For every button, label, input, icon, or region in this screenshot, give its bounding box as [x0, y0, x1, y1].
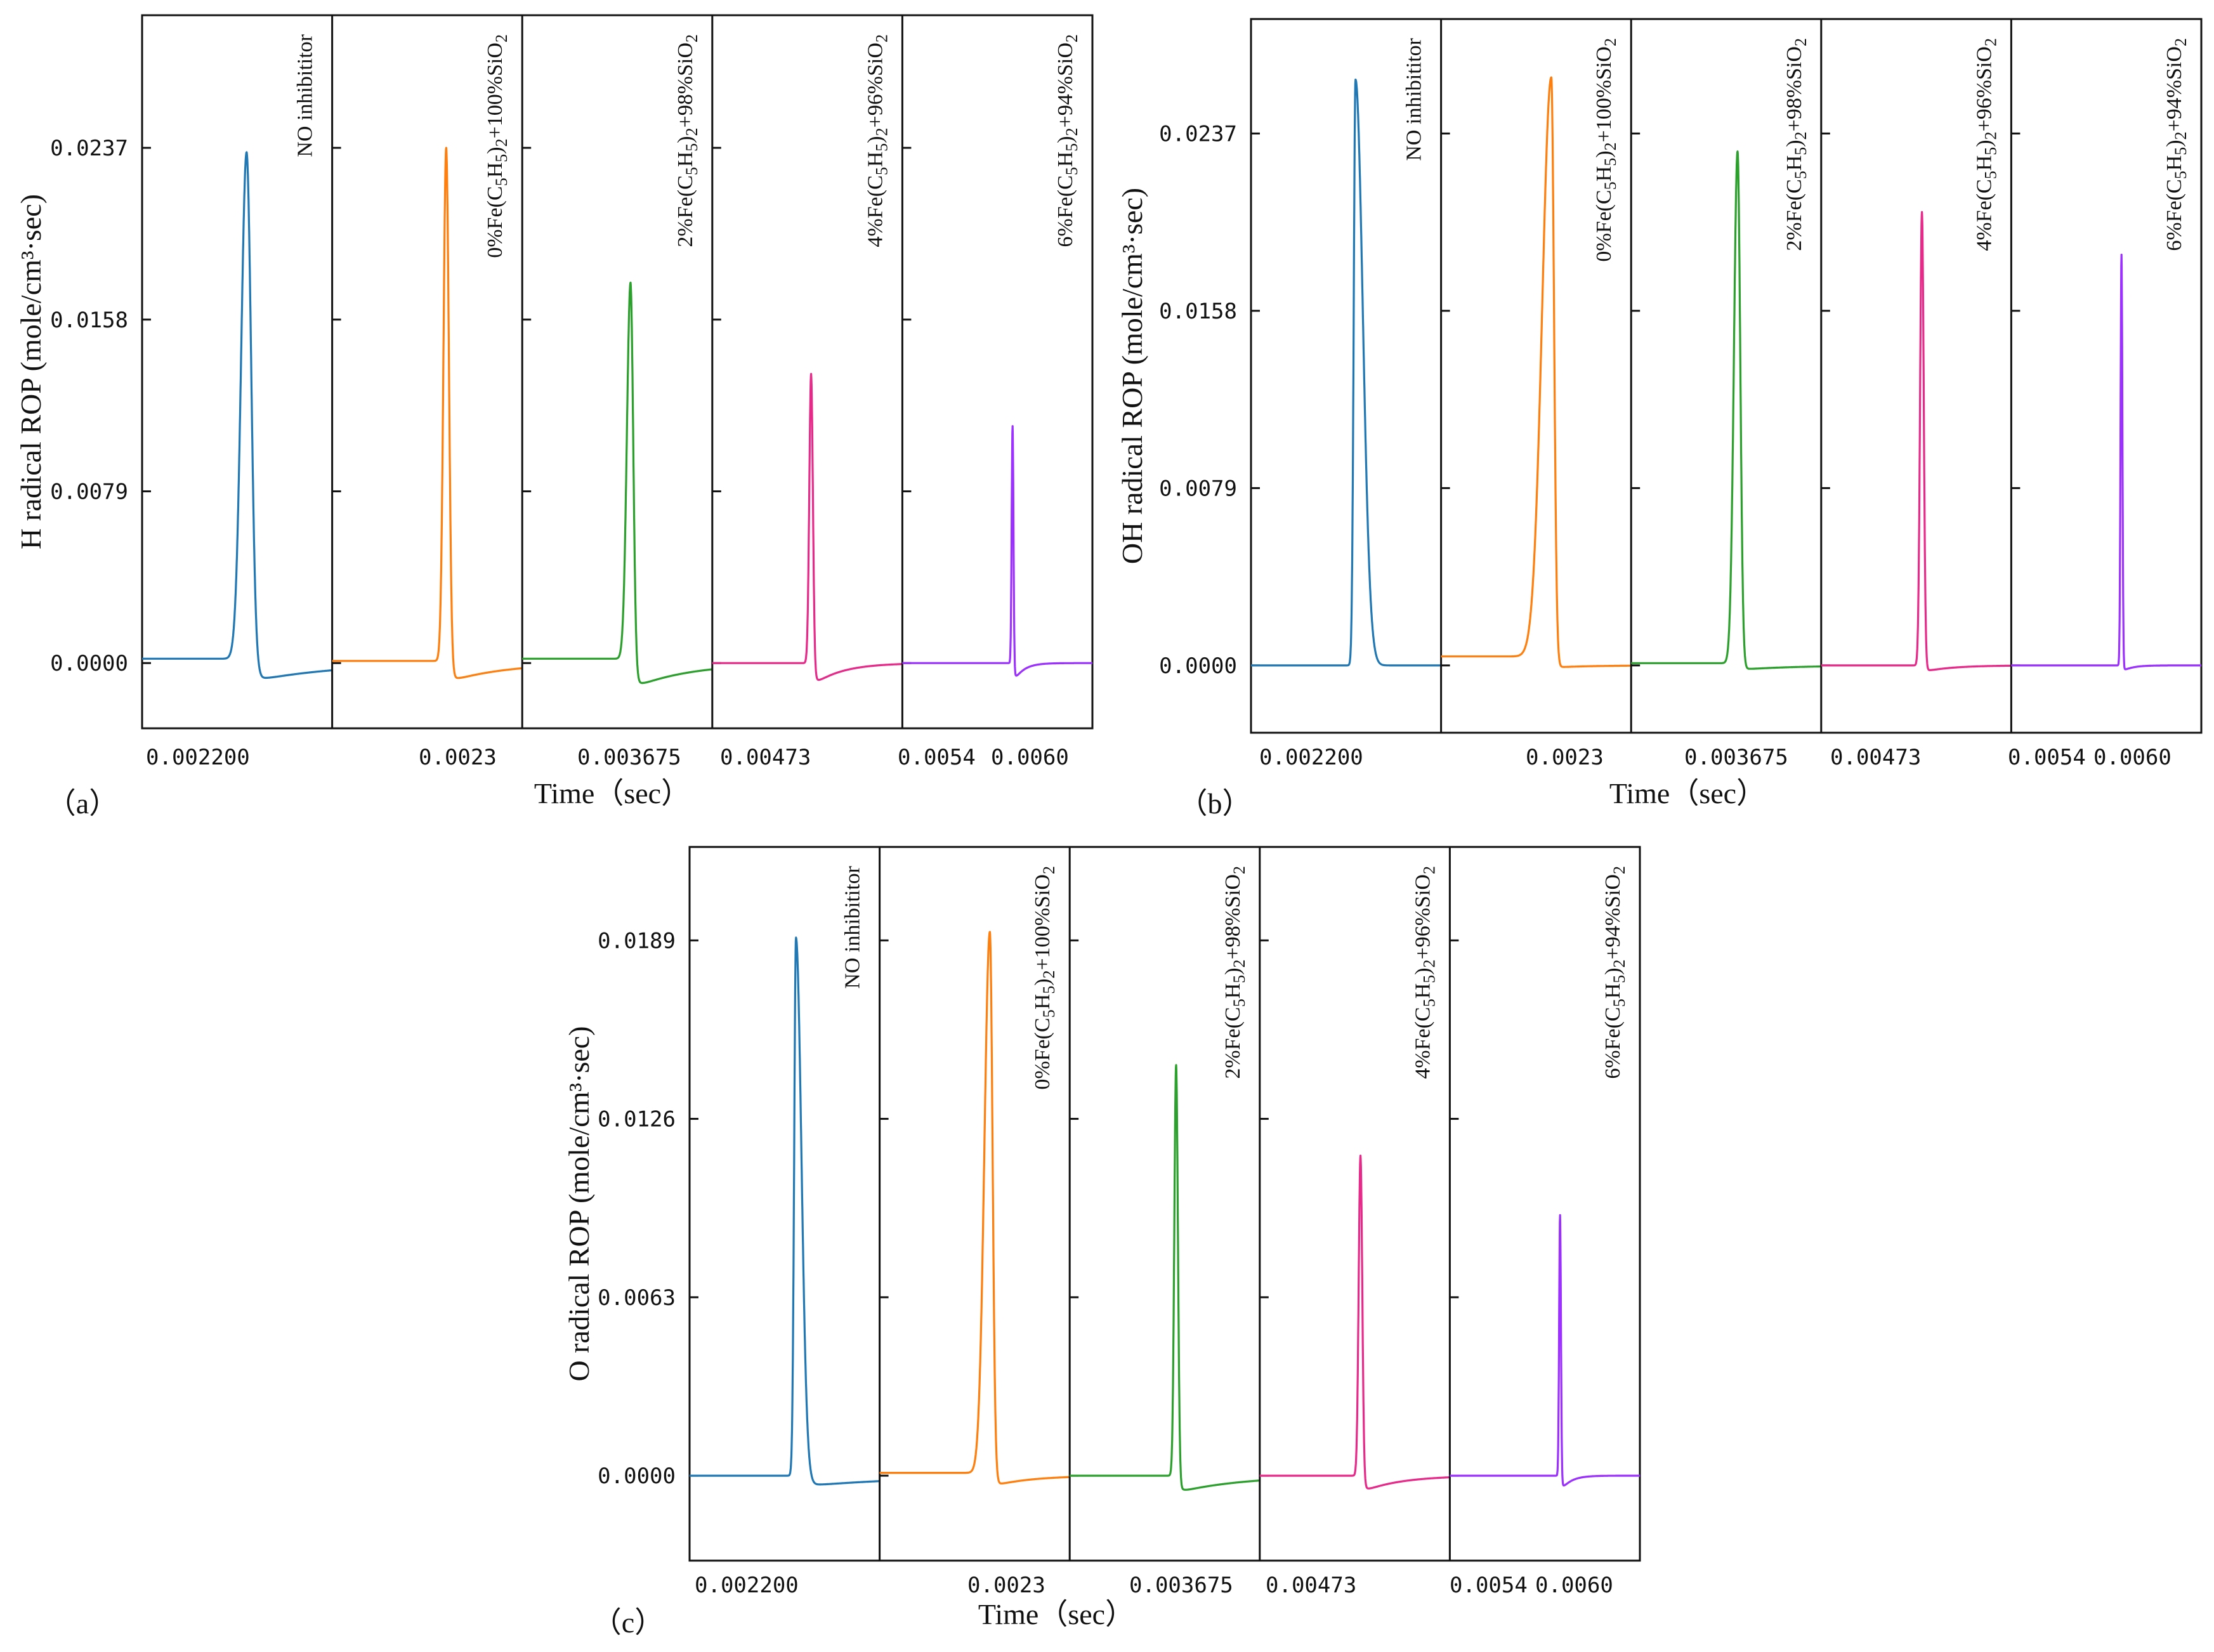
y-tick-label: 0.0000	[50, 651, 128, 676]
series-label: 6%Fe(C5H5)2+94%SiO2	[2163, 38, 2190, 251]
series-line-3	[1630, 150, 1823, 670]
series-label: 2%Fe(C5H5)2+98%SiO2	[1783, 38, 1810, 251]
subplot-a: 0.0000 0.0079 0.0158 0.0237 0.002200 0.0023 0.…	[15, 14, 1094, 820]
panel-tag: （a）	[47, 787, 118, 820]
x-tick-label: 0.0023	[967, 1573, 1045, 1598]
x-tick-label: 0.003675	[1684, 745, 1788, 770]
x-tick-label: 0.00473	[1830, 745, 1921, 770]
series-label: 2%Fe(C5H5)2+98%SiO2	[1221, 866, 1248, 1079]
series-label: 4%Fe(C5H5)2+96%SiO2	[1411, 866, 1438, 1079]
y-tick-label: 0.0126	[598, 1107, 676, 1132]
y-tick-label: 0.0237	[1159, 121, 1237, 147]
y-tick-label: 0.0237	[50, 136, 128, 161]
x-tick-label: 0.0060	[2093, 745, 2171, 770]
x-tick-label: 0.0060	[991, 745, 1069, 770]
subplot-c: 0.0000 0.0063 0.0126 0.0189 0.002200 0.0023 0.…	[563, 846, 1641, 1639]
plot-frame-a	[141, 14, 1094, 730]
series-line-5	[901, 425, 1094, 677]
x-tick-label: 0.0060	[1535, 1573, 1613, 1598]
x-axis-title: Time（sec）	[1609, 777, 1765, 810]
y-axis-title: OH radical ROP (mole/cm³·sec)	[1116, 188, 1148, 564]
series-line-5	[1449, 1214, 1641, 1487]
series-line-3	[521, 281, 714, 685]
x-tick-label: 0.0054	[898, 745, 976, 770]
panel-tag: （b）	[1179, 787, 1252, 820]
series-line-4	[711, 372, 903, 681]
series-label: 4%Fe(C5H5)2+96%SiO2	[863, 34, 891, 247]
x-tick-label: 0.0054	[1450, 1573, 1528, 1598]
x-axis-title: Time（sec）	[534, 777, 690, 810]
series-label: NO inhibititor	[1403, 37, 1426, 161]
plot-frame-c	[688, 846, 1641, 1562]
subplot-b: 0.0000 0.0079 0.0158 0.0237 0.002200 0.0023 0.…	[1116, 18, 2203, 820]
y-tick-label: 0.0000	[598, 1464, 676, 1489]
x-tick-label: 0.002200	[1259, 745, 1363, 770]
x-tick-label: 0.003675	[1129, 1573, 1233, 1598]
series-line-1	[1250, 78, 1442, 667]
y-tick-label: 0.0189	[598, 928, 676, 954]
series-line-4	[1259, 1155, 1451, 1490]
y-tick-label: 0.0158	[1159, 299, 1237, 324]
series-line-2	[331, 147, 523, 679]
x-tick-label: 0.00473	[1266, 1573, 1356, 1598]
x-tick-label: 0.002200	[146, 745, 250, 770]
series-line-4	[1820, 211, 2012, 671]
y-axis-title: O radical ROP (mole/cm³·sec)	[563, 1026, 595, 1381]
x-tick-label: 0.00473	[720, 745, 811, 770]
x-tick-label: 0.0023	[419, 745, 497, 770]
series-line-3	[1068, 1064, 1261, 1491]
y-tick-label: 0.0000	[1159, 653, 1237, 679]
y-tick-label: 0.0079	[1159, 476, 1237, 501]
series-line-2	[879, 931, 1071, 1485]
series-label: 0%Fe(C5H5)2+100%SiO2	[483, 34, 511, 258]
panel-tag: （c）	[593, 1606, 664, 1639]
series-label: 6%Fe(C5H5)2+94%SiO2	[1054, 34, 1081, 247]
x-tick-label: 0.003675	[577, 745, 681, 770]
series-label: 4%Fe(C5H5)2+96%SiO2	[1972, 38, 2000, 251]
series-label: 0%Fe(C5H5)2+100%SiO2	[1031, 866, 1058, 1090]
series-line-1	[141, 151, 333, 679]
x-tick-label: 0.002200	[695, 1573, 799, 1598]
series-label: NO inhibititor	[294, 34, 317, 157]
series-line-2	[1440, 76, 1632, 668]
series-label: 2%Fe(C5H5)2+98%SiO2	[674, 34, 701, 247]
series-label: 6%Fe(C5H5)2+94%SiO2	[1601, 866, 1628, 1079]
y-axis-title: H radical ROP (mole/cm³·sec)	[15, 194, 47, 549]
y-tick-label: 0.0079	[50, 479, 128, 504]
x-tick-label: 0.0023	[1526, 745, 1604, 770]
x-axis-title: Time（sec）	[978, 1598, 1134, 1630]
series-label: 0%Fe(C5H5)2+100%SiO2	[1592, 38, 1620, 262]
x-tick-label: 0.0054	[2008, 745, 2086, 770]
y-tick-label: 0.0158	[50, 308, 128, 333]
series-line-1	[688, 936, 881, 1486]
series-label: NO inhibititor	[841, 865, 865, 988]
series-line-5	[2010, 253, 2203, 671]
y-tick-label: 0.0063	[598, 1285, 676, 1311]
plot-frame-b	[1250, 18, 2203, 734]
